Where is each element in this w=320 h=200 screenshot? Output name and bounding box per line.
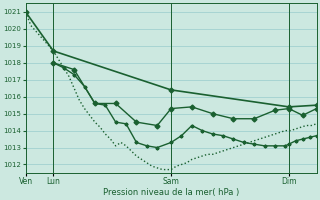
X-axis label: Pression niveau de la mer( hPa ): Pression niveau de la mer( hPa ) <box>103 188 239 197</box>
